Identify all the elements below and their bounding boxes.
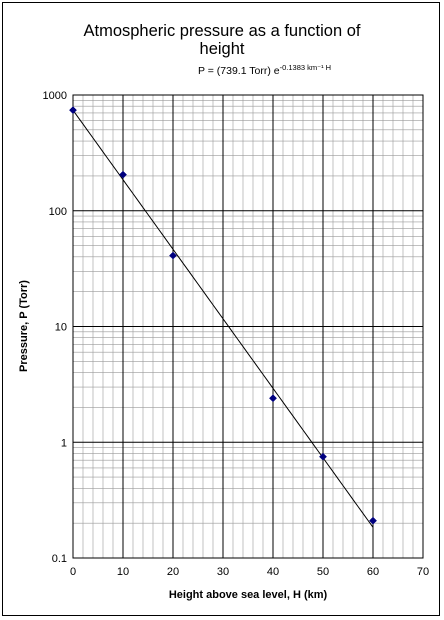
chart-title-line1: Atmospheric pressure as a function of — [84, 22, 361, 40]
plot-area-border — [72, 94, 424, 559]
y-tick-label: 1000 — [43, 90, 67, 102]
x-tick-label: 10 — [117, 566, 129, 578]
y-axis-label: Pressure, P (Torr) — [18, 280, 30, 372]
y-minor-gridlines — [73, 99, 423, 524]
data-point — [319, 452, 327, 461]
x-tick-label: 70 — [417, 566, 429, 578]
x-tick-label: 40 — [267, 566, 279, 578]
data-point — [169, 251, 177, 260]
y-tick-label: 100 — [49, 206, 67, 218]
x-tick-label: 30 — [217, 566, 229, 578]
y-tick-labels: 0.1 1 10 100 1000 — [43, 90, 67, 565]
x-tick-labels: 0 10 20 30 40 50 60 70 — [70, 566, 429, 578]
equation-prefix: P = (739.1 Torr) e — [198, 65, 280, 77]
y-tick-label: 0.1 — [52, 553, 67, 565]
x-axis-label: Height above sea level, H (km) — [169, 589, 328, 601]
data-point — [369, 516, 377, 525]
x-tick-label: 50 — [317, 566, 329, 578]
data-point — [119, 170, 127, 179]
y-tick-label: 10 — [55, 322, 67, 334]
chart-frame — [2, 2, 440, 616]
data-point — [269, 394, 277, 403]
chart-title-line2: height — [200, 40, 245, 58]
x-tick-label: 20 — [167, 566, 179, 578]
x-tick-label: 60 — [367, 566, 379, 578]
y-tick-label: 1 — [61, 437, 67, 449]
trendline-equation: P = (739.1 Torr) e-0.1383 km⁻¹ H — [198, 63, 331, 77]
data-point — [69, 106, 77, 115]
data-points — [69, 106, 377, 525]
x-tick-label: 0 — [70, 566, 76, 578]
equation-exponent: -0.1383 km⁻¹ H — [280, 63, 331, 72]
